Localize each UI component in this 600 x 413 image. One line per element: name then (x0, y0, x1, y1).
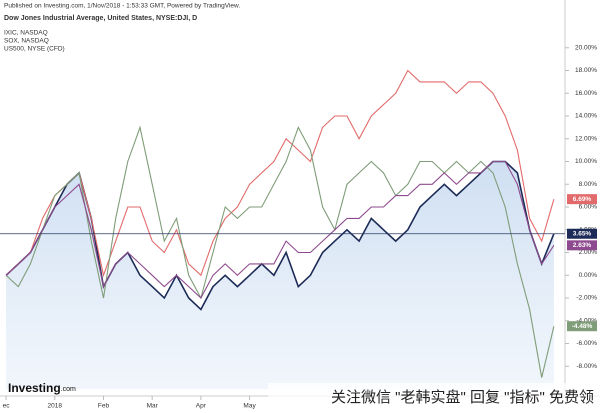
chart-title: Dow Jones Industrial Average, United Sta… (4, 15, 197, 22)
line (5, 125, 555, 378)
x-tick-label: Feb (98, 403, 110, 410)
y-tick-label: 20.00% (575, 44, 597, 51)
value-label: 3.65% (573, 230, 592, 237)
x-tick-label: 2018 (48, 403, 63, 410)
watermark: 关注微信 "老韩实盘" 回复 "指标" 免费领 (331, 388, 594, 406)
y-tick-label: 6.00% (579, 204, 598, 211)
y-tick-label: 0.00% (579, 272, 598, 279)
x-tick-label: Apr (196, 403, 207, 410)
brand-name: Investing (8, 381, 61, 395)
value-label-bg (567, 228, 597, 239)
y-tick-label: 10.00% (575, 158, 597, 165)
x-tick-label: Mar (147, 403, 159, 410)
legend-entry: IXIC, NASDAQ (4, 30, 48, 37)
y-tick-label: 18.00% (575, 67, 597, 74)
value-label: 6.69% (573, 196, 592, 203)
line (5, 160, 555, 299)
value-label-bg (567, 240, 597, 251)
x-tick-label: ec (3, 403, 11, 410)
plot-area (5, 69, 555, 389)
area (6, 161, 554, 389)
watermark-bg (268, 383, 600, 413)
y-tick-label: -4.00% (576, 317, 597, 324)
value-label: -4.48% (572, 323, 593, 330)
brand: Investing.com (8, 381, 76, 395)
y-tick-label: -6.00% (576, 340, 597, 347)
value-label: 2.63% (573, 242, 592, 249)
y-tick-label: 16.00% (575, 90, 597, 97)
publisher: Published on Investing.com, 1/Nov/2018 -… (4, 3, 240, 10)
y-tick-label: 2.00% (579, 249, 598, 256)
line (5, 160, 555, 311)
line (5, 69, 555, 278)
y-tick-label: 12.00% (575, 135, 597, 142)
y-tick-label: 14.00% (575, 113, 597, 120)
y-tick-label: 8.00% (579, 181, 598, 188)
legend-entry: SOX, NASDAQ (4, 38, 49, 45)
brand-suffix: .com (61, 386, 76, 393)
legend-entry: US500, NYSE (CFD) (4, 46, 65, 53)
y-tick-label: -2.00% (576, 295, 597, 302)
y-tick-label: -8.00% (576, 363, 597, 370)
x-tick-label: May (243, 403, 256, 410)
value-label-bg (567, 321, 597, 332)
value-label-bg (567, 194, 597, 205)
